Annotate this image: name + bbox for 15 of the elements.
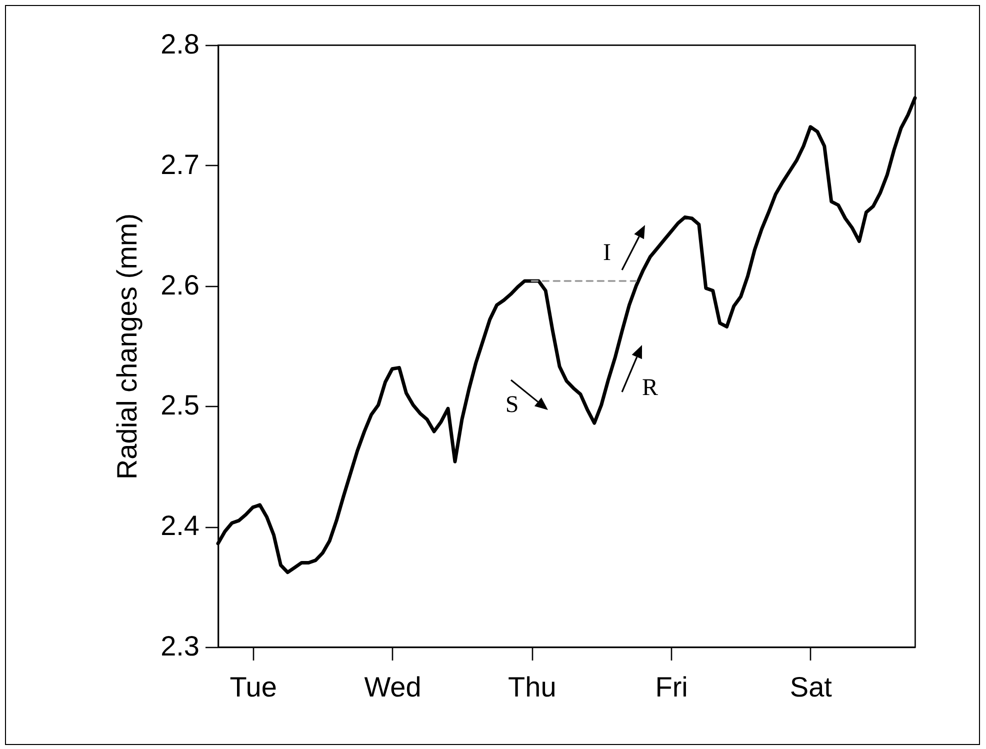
y-tick-label: 2.6 [160, 269, 200, 300]
y-tick-label: 2.4 [160, 510, 200, 542]
y-tick-label: 2.5 [160, 390, 200, 421]
y-tick-label: 2.7 [160, 148, 200, 180]
y-tick-label: 2.8 [160, 28, 200, 60]
y-axis-title: Radial changes (mm) [112, 213, 143, 480]
annotation: R [642, 375, 658, 401]
x-tick-label: Fri [655, 672, 688, 702]
x-tick-label: Sat [790, 672, 832, 702]
annotation: I [603, 240, 611, 266]
x-tick-label: Tue [230, 672, 277, 702]
x-tick-label: Thu [508, 672, 556, 702]
y-tick-label: 2.3 [160, 630, 200, 662]
x-tick-label: Wed [364, 672, 422, 702]
annotation: S [505, 392, 519, 418]
